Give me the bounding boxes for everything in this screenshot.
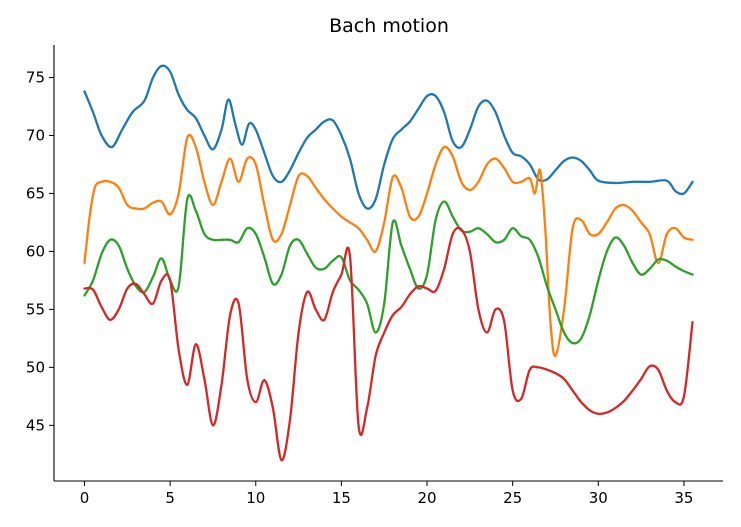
y-tick-label: 75: [26, 68, 45, 86]
y-tick-label: 50: [26, 358, 45, 376]
series-line-1: [83, 64, 694, 210]
x-tick-label: 30: [589, 489, 608, 507]
x-tick-label: 10: [246, 489, 265, 507]
x-tick-label: 25: [503, 489, 522, 507]
y-tick-label: 55: [26, 300, 45, 318]
y-tick-label: 70: [26, 126, 45, 144]
plot-lines: [83, 64, 694, 462]
x-tick-label: 35: [674, 489, 693, 507]
x-tick-label: 20: [417, 489, 436, 507]
x-tick-label: 0: [80, 489, 90, 507]
axes: 0 5 10 15 20 25 30 35 45 50 55 60 65 70 75: [26, 45, 723, 507]
series-line-3: [83, 193, 694, 345]
series-line-2: [83, 133, 694, 357]
x-tick-label: 15: [332, 489, 351, 507]
y-tick-label: 60: [26, 242, 45, 260]
x-tick-label: 5: [165, 489, 175, 507]
y-tick-label: 45: [26, 416, 45, 434]
chart-title: Bach motion: [329, 15, 449, 37]
series-line-4: [83, 226, 694, 462]
y-tick-label: 65: [26, 184, 45, 202]
